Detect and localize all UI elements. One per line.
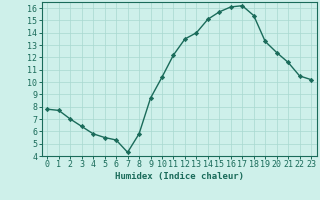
X-axis label: Humidex (Indice chaleur): Humidex (Indice chaleur) [115,172,244,181]
